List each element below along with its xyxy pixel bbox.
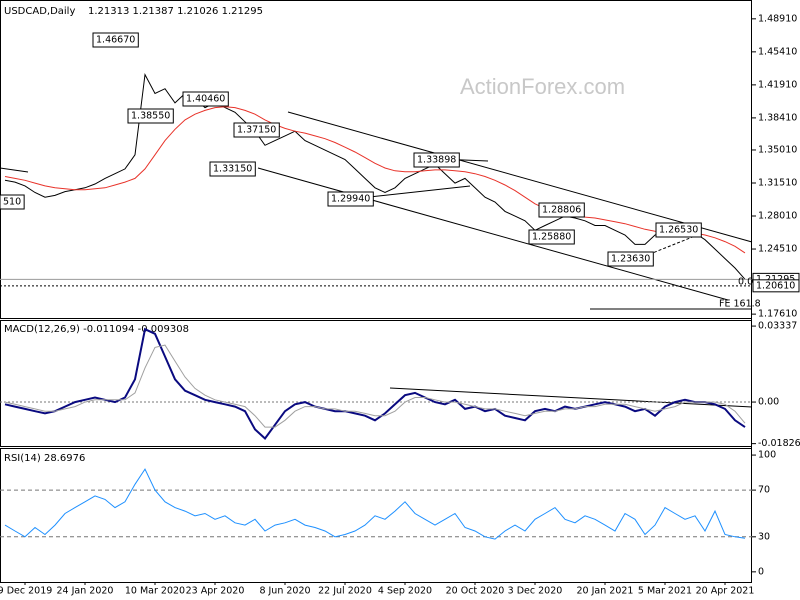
- y-tick-label: 1.35010: [758, 144, 797, 155]
- channel-lower: [257, 167, 729, 301]
- x-tick-label: 4 Sep 2020: [378, 586, 432, 597]
- series-line: [4, 72, 746, 280]
- x-tick-label: 22 Jul 2020: [318, 586, 372, 597]
- watermark: ActionForex.com: [460, 74, 625, 99]
- annotation-box: [233, 122, 280, 138]
- annotation-box: [655, 222, 702, 238]
- annotation: 510: [3, 197, 21, 208]
- annotation: FE 161.8: [719, 299, 761, 310]
- x-tick-label: 20 Jan 2021: [577, 586, 634, 597]
- annotation: 1.33150: [213, 164, 252, 175]
- y-tick-label: 0.00: [758, 397, 779, 408]
- annotation-box: [413, 152, 460, 168]
- series-line: [4, 327, 746, 440]
- y-tick-label: -0.018262: [758, 438, 800, 449]
- y-tick-label: 1.31510: [758, 177, 797, 188]
- annotation: 1.29940: [331, 194, 370, 205]
- series-line: [4, 344, 746, 428]
- annotation-box: [528, 229, 575, 245]
- annotation-box: [538, 202, 585, 218]
- x-tick-label: 23 Apr 2020: [186, 586, 245, 597]
- price-label: 1.20610: [756, 280, 795, 291]
- annotation: 0.0: [738, 277, 753, 288]
- x-tick-label: 10 Mar 2020: [125, 586, 185, 597]
- y-tick-label: 1.17610: [758, 309, 797, 320]
- ohlc-header: 1.21313 1.21387 1.21026 1.21295: [88, 6, 263, 17]
- price-label-box: [752, 279, 800, 293]
- y-tick-label: 1.45410: [758, 46, 797, 57]
- y-tick-label: 1.24510: [758, 244, 797, 255]
- macd-trend-line: [389, 387, 753, 408]
- x-tick-label: 20 Apr 2021: [696, 586, 755, 597]
- annotation-box: [127, 108, 174, 124]
- rsi-title: RSI(14) 28.6976: [4, 453, 85, 464]
- y-tick-label: 1.28010: [758, 211, 797, 222]
- annotation: 1.33898: [417, 155, 456, 166]
- rsi-panel: [0, 448, 752, 583]
- x-tick-label: 3 Dec 2020: [508, 586, 563, 597]
- y-tick-label: 1.38410: [758, 112, 797, 123]
- x-tick-label: 5 Mar 2021: [638, 586, 692, 597]
- annotation: 1.23630: [611, 254, 650, 265]
- trend-line: [359, 185, 471, 199]
- series-line: [4, 106, 746, 254]
- annotation-box: [0, 194, 25, 210]
- chart-title: USDCAD,Daily: [4, 6, 75, 17]
- y-tick-label: 70: [758, 485, 770, 496]
- y-tick-label: 100: [758, 450, 776, 461]
- y-tick-label: 1.48910: [758, 13, 797, 24]
- annotation-box: [182, 91, 229, 107]
- annotation: 1.40460: [186, 94, 225, 105]
- annotation-box: [92, 32, 139, 48]
- series-line: [4, 468, 746, 540]
- y-tick-label: 0.03337: [758, 321, 797, 332]
- annotation-box: [607, 251, 654, 267]
- y-tick-label: 30: [758, 531, 770, 542]
- annotation: 1.37150: [237, 125, 276, 136]
- macd-title: MACD(12,26,9) -0.011094 -0.009308: [4, 324, 189, 335]
- y-tick-label: 1.41910: [758, 79, 797, 90]
- annotation: 1.46670: [96, 35, 135, 46]
- x-tick-label: 8 Jun 2020: [259, 586, 310, 597]
- annotation: 1.25880: [532, 232, 571, 243]
- annotation: 1.28806: [542, 205, 581, 216]
- annotation-box: [209, 161, 256, 177]
- x-tick-label: 24 Jan 2020: [57, 586, 114, 597]
- x-tick-label: 20 Oct 2020: [446, 586, 505, 597]
- x-tick-label: 9 Dec 2019: [0, 586, 52, 597]
- annotation-box: [327, 191, 374, 207]
- macd-panel: [0, 320, 752, 447]
- annotation: 1.38550: [131, 111, 170, 122]
- annotation: 1.26530: [659, 225, 698, 236]
- channel-upper: [287, 111, 753, 243]
- trend-line: [0, 167, 29, 173]
- y-tick-label: 0: [758, 566, 764, 577]
- price-panel: [0, 0, 752, 319]
